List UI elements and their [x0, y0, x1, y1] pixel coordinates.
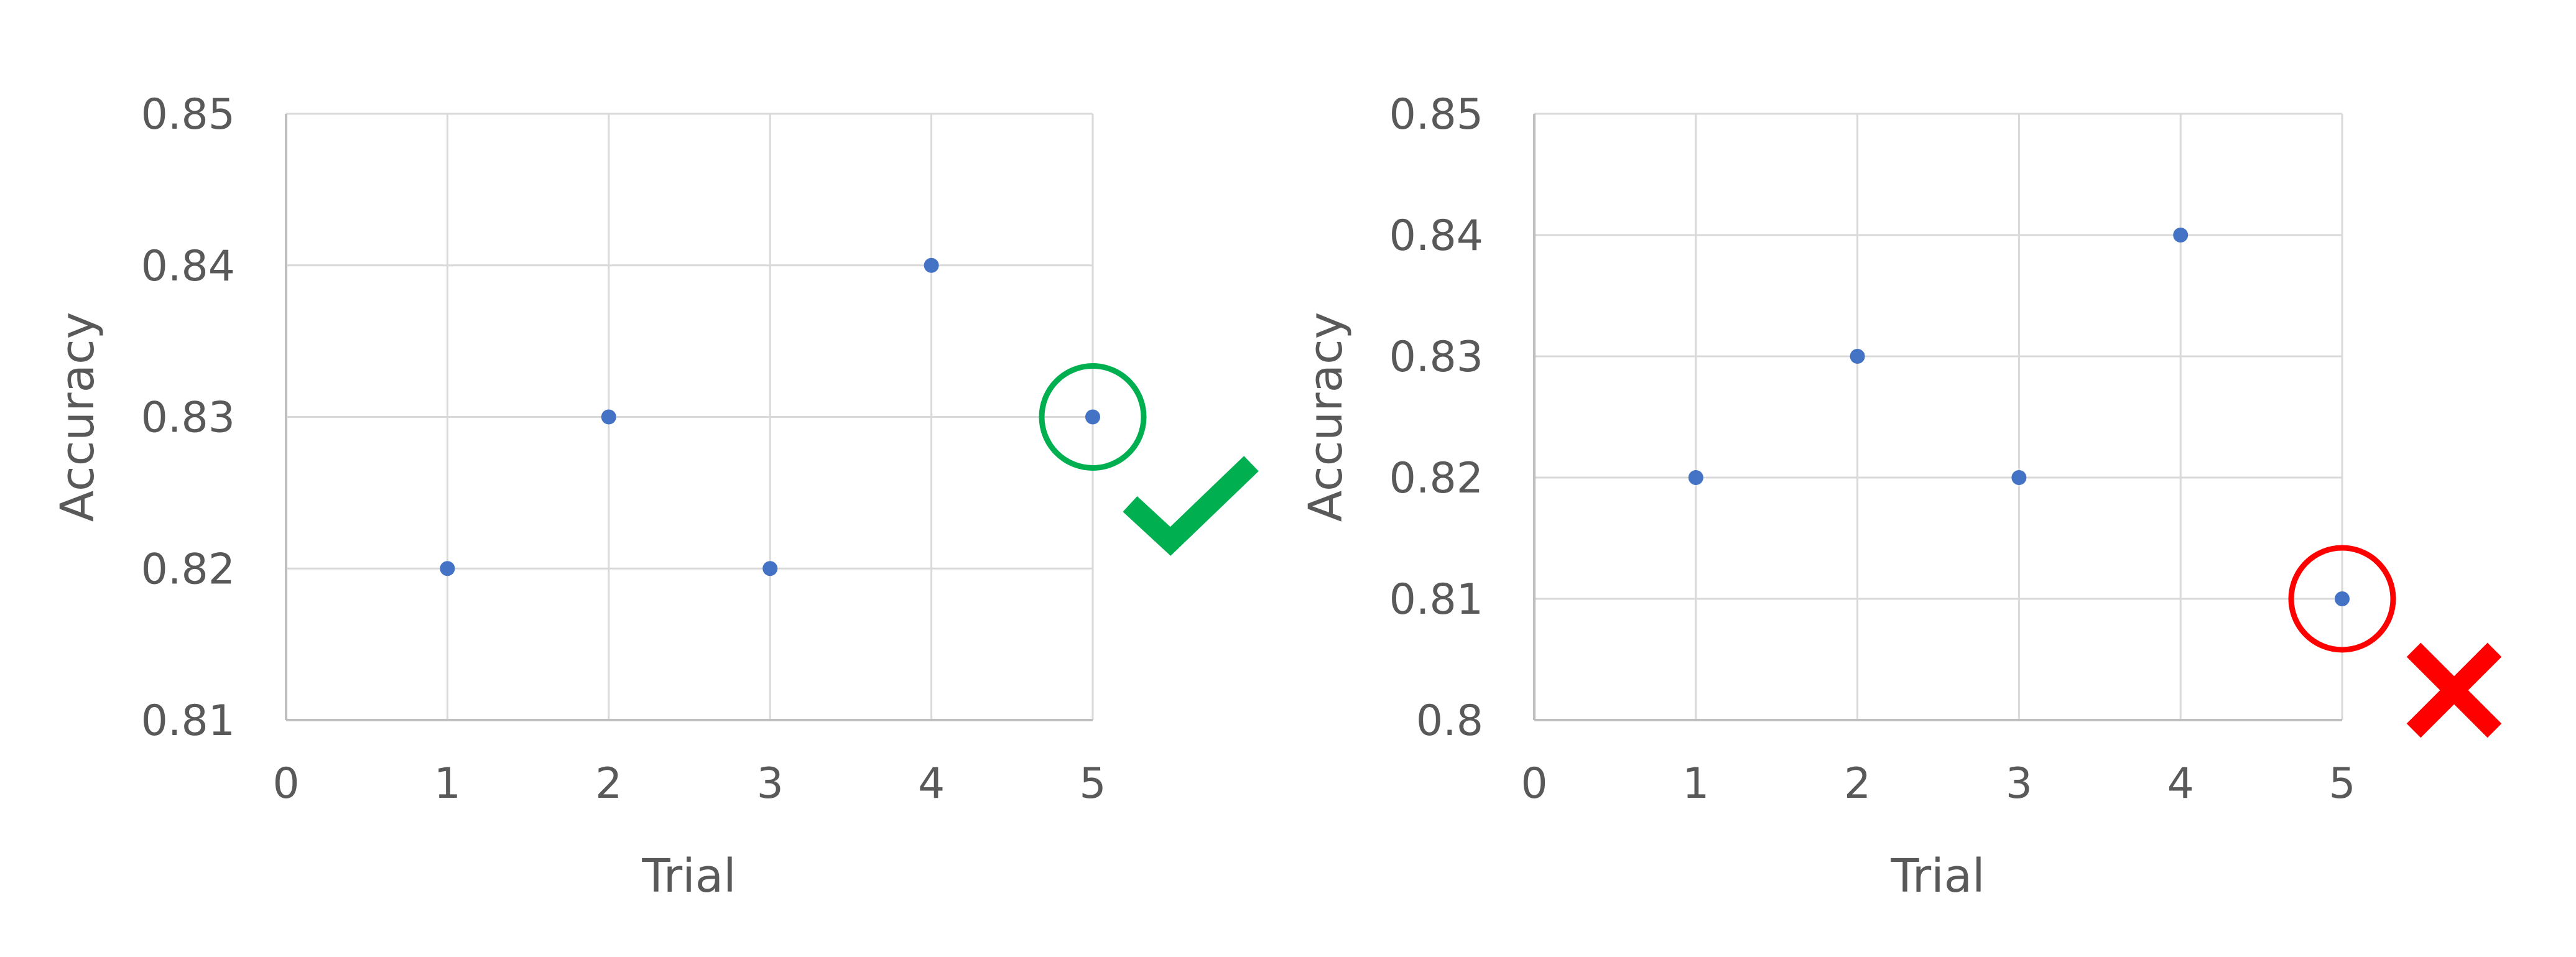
x-tick-label: 4: [2167, 759, 2194, 808]
y-axis-title: Accuracy: [51, 312, 104, 522]
data-point: [2173, 228, 2189, 243]
highlight-ring: [2288, 545, 2396, 653]
chart-left: 0 1 2 3 4 5 0.81 0.82 0.83 0.84 0.85 Trial Accuracy: [51, 90, 1259, 903]
x-tick-label: 1: [434, 759, 461, 808]
x-axis-title: Trial: [1890, 849, 1985, 903]
x-tick-label: 5: [1079, 759, 1106, 808]
y-tick-label: 0.84: [141, 242, 235, 291]
data-point: [1850, 349, 1865, 364]
cross-stroke: [2406, 642, 2502, 738]
x-tick-label: 0: [1521, 759, 1547, 808]
highlight-ring: [1039, 363, 1147, 471]
data-point: [1085, 409, 1100, 425]
x-axis-title: Trial: [641, 849, 736, 903]
y-tick-label: 0.83: [1389, 333, 1483, 382]
y-tick-label: 0.8: [1416, 696, 1483, 746]
x-tick-label: 2: [595, 759, 622, 808]
y-tick-label: 0.85: [141, 90, 235, 139]
y-tick-label: 0.81: [141, 696, 235, 746]
chart-right: 0 1 2 3 4 5 0.8 0.81 0.82 0.83 0.84 0.85 Trial Accura…: [1299, 90, 2502, 903]
x-tick-label: 3: [2006, 759, 2032, 808]
data-point: [2335, 591, 2350, 606]
cross-mark-icon: [2406, 642, 2502, 738]
y-tick-label: 0.84: [1389, 211, 1483, 261]
y-tick-label: 0.82: [141, 545, 235, 594]
data-point: [2011, 470, 2027, 485]
y-axis-title: Accuracy: [1299, 312, 1353, 522]
data-point: [601, 409, 616, 425]
x-tick-label: 2: [1844, 759, 1871, 808]
y-tick-label: 0.81: [1389, 575, 1483, 624]
data-point: [1688, 470, 1703, 485]
x-tick-label: 3: [757, 759, 784, 808]
data-point: [440, 561, 455, 576]
data-point: [924, 257, 939, 273]
y-tick-label: 0.85: [1389, 90, 1483, 139]
y-tick-label: 0.83: [141, 394, 235, 443]
x-tick-label: 1: [1682, 759, 1709, 808]
x-tick-label: 4: [918, 759, 945, 808]
x-tick-label: 0: [272, 759, 299, 808]
check-mark-icon: [1123, 456, 1259, 556]
x-tick-label: 5: [2328, 759, 2355, 808]
y-tick-label: 0.82: [1389, 454, 1483, 503]
data-point: [762, 561, 778, 576]
